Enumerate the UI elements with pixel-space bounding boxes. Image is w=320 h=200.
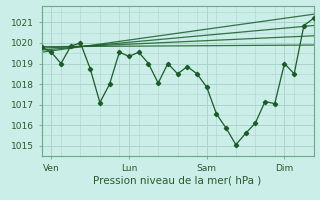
X-axis label: Pression niveau de la mer( hPa ): Pression niveau de la mer( hPa ) xyxy=(93,175,262,185)
